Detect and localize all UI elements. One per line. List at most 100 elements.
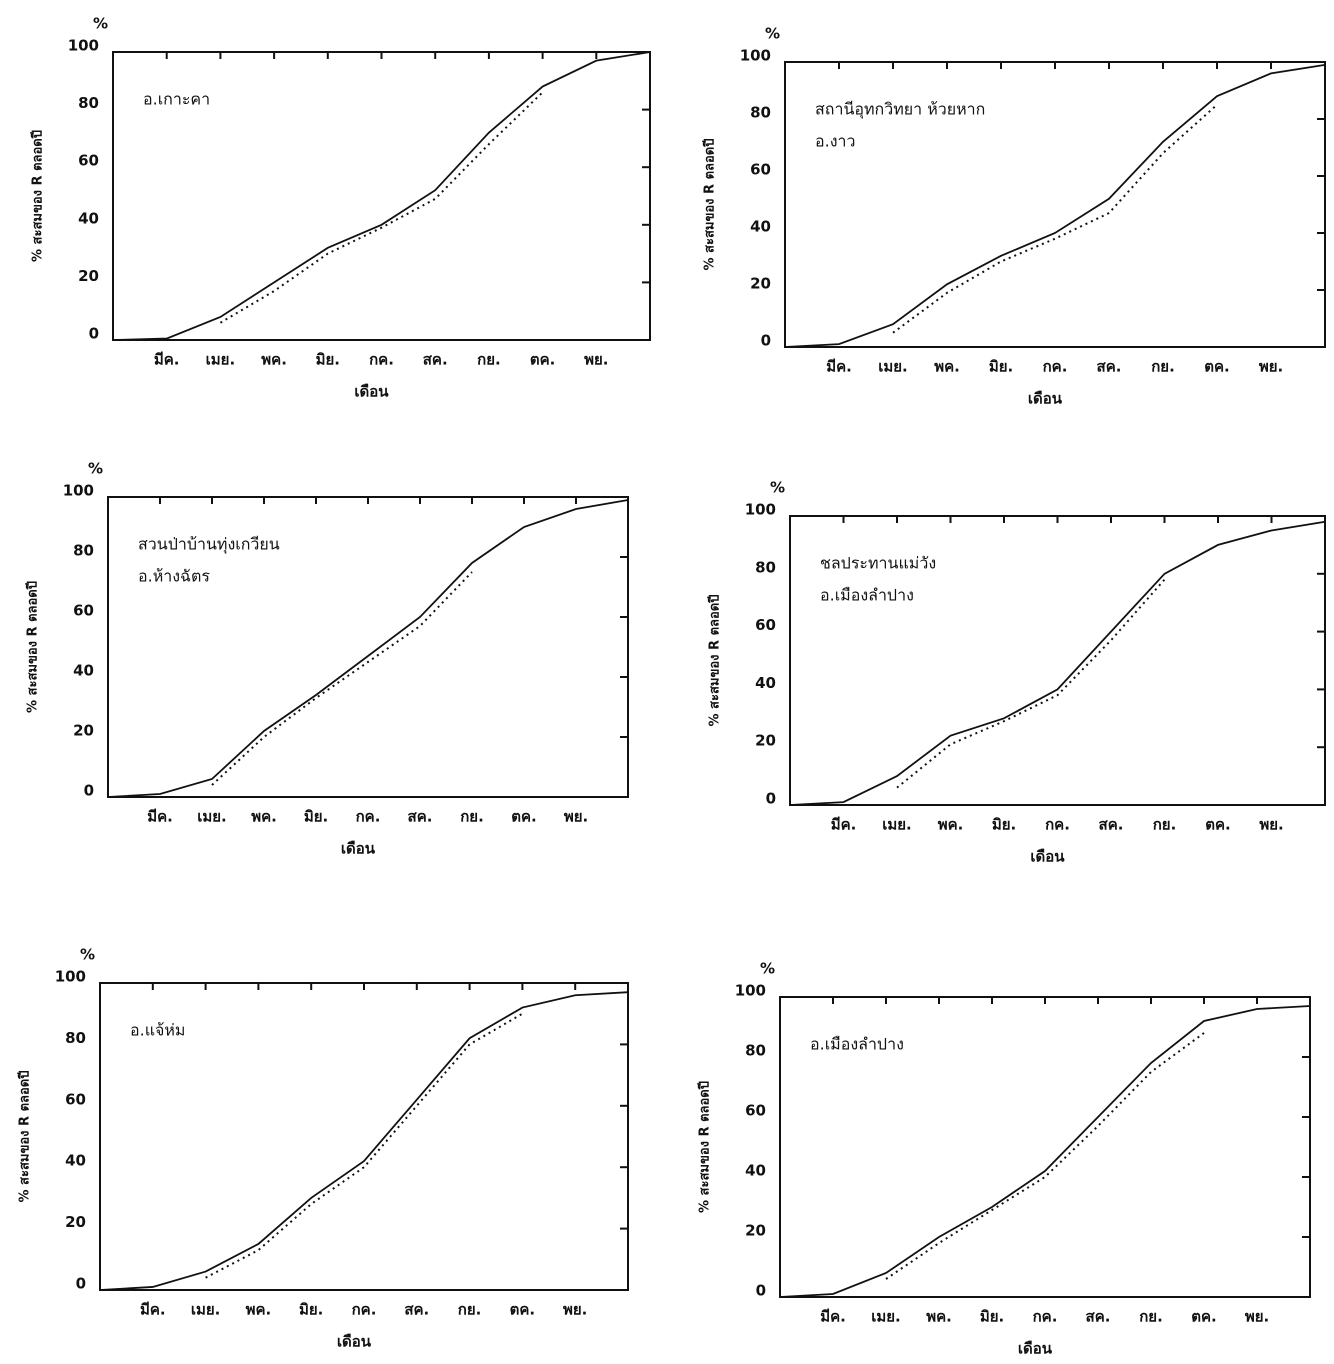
- x-tick-label: กค.: [1045, 816, 1070, 834]
- y-tick-label: 80: [750, 104, 771, 122]
- y-tick-label: 40: [73, 662, 94, 680]
- unit-label: %: [93, 15, 108, 33]
- y-tick-label: 60: [65, 1090, 86, 1108]
- y-tick-label: 0: [756, 1282, 766, 1300]
- annotation: สถานีอุทกวิทยา ห้วยหาก: [815, 100, 985, 120]
- x-tick-label: กค.: [352, 1301, 377, 1319]
- y-tick-label: 0: [89, 325, 99, 343]
- y-tick-label: 40: [65, 1152, 86, 1170]
- data-line: [107, 499, 629, 798]
- x-tick-label: สค.: [423, 351, 448, 369]
- x-tick-label: เมย.: [206, 351, 236, 369]
- x-tick-label: ตค.: [530, 351, 555, 369]
- x-tick-label: เมย.: [191, 1301, 221, 1319]
- x-tick-label: เมย.: [882, 816, 912, 834]
- y-tick-label: 100: [745, 501, 776, 519]
- data-line: [885, 1032, 1205, 1280]
- data-line: [219, 91, 544, 324]
- x-tick-label: เมย.: [878, 358, 908, 376]
- y-tick-label: 20: [73, 722, 94, 740]
- data-line: [892, 104, 1218, 334]
- y-tick-label: 80: [755, 558, 776, 576]
- data-line: [99, 991, 629, 1291]
- data-line: [789, 520, 1326, 806]
- annotation: อ.งาว: [815, 132, 855, 151]
- y-tick-label: 60: [750, 161, 771, 179]
- y-tick-label: 100: [68, 37, 99, 55]
- y-axis-label: % สะสมของ R ตลอดปี: [707, 595, 723, 727]
- y-axis-label: % สะสมของ R ตลอดปี: [697, 1081, 713, 1213]
- y-axis-label: % สะสมของ R ตลอดปี: [702, 139, 718, 271]
- unit-label: %: [80, 946, 95, 964]
- y-tick-label: 60: [73, 602, 94, 620]
- data-line: [784, 63, 1326, 348]
- y-tick-label: 0: [76, 1275, 86, 1293]
- y-tick-label: 20: [750, 275, 771, 293]
- x-tick-label: มีค.: [154, 351, 180, 369]
- x-tick-label: ตค.: [1204, 358, 1229, 376]
- x-tick-label: มีค.: [820, 1308, 846, 1326]
- x-tick-label: มิย.: [980, 1308, 1004, 1326]
- data-line: [779, 1005, 1311, 1298]
- x-tick-label: เมย.: [197, 808, 227, 826]
- x-tick-label: พค.: [926, 1308, 952, 1326]
- x-tick-label: พค.: [934, 358, 960, 376]
- x-tick-label: สค.: [404, 1301, 429, 1319]
- x-axis-label: เดือน: [354, 383, 389, 401]
- x-axis-label: เดือน: [341, 840, 376, 858]
- x-tick-label: กย.: [1139, 1308, 1163, 1326]
- annotation: สวนป่าบ้านทุ่งเกวียน: [138, 535, 280, 555]
- x-tick-label: มิย.: [304, 808, 328, 826]
- unit-label: %: [760, 960, 775, 978]
- x-tick-label: กค.: [1033, 1308, 1058, 1326]
- x-tick-label: กย.: [1153, 816, 1177, 834]
- x-axis-label: เดือน: [1030, 848, 1065, 866]
- y-tick-label: 0: [766, 790, 776, 808]
- x-tick-label: ตค.: [511, 808, 536, 826]
- x-tick-label: มีค.: [831, 816, 857, 834]
- x-tick-label: พค.: [251, 808, 277, 826]
- x-tick-label: ตค.: [510, 1301, 535, 1319]
- annotation: อ.ห้างฉัตร: [138, 567, 210, 586]
- y-axis-label: % สะสมของ R ตลอดปี: [30, 130, 46, 262]
- x-tick-label: มีค.: [140, 1301, 166, 1319]
- x-tick-label: กค.: [356, 808, 381, 826]
- x-tick-label: พย.: [1245, 1308, 1269, 1326]
- x-tick-label: มิย.: [299, 1301, 323, 1319]
- x-tick-label: พย.: [1259, 816, 1283, 834]
- x-tick-label: กค.: [369, 351, 394, 369]
- x-tick-label: มิย.: [992, 816, 1016, 834]
- x-tick-label: กย.: [1151, 358, 1175, 376]
- x-tick-label: สค.: [408, 808, 433, 826]
- x-tick-label: กย.: [477, 351, 501, 369]
- x-tick-label: เมย.: [871, 1308, 901, 1326]
- annotation: อ.เมืองลำปาง: [810, 1035, 904, 1054]
- x-tick-label: มิย.: [989, 358, 1013, 376]
- y-tick-label: 40: [755, 674, 776, 692]
- x-tick-label: ตค.: [1205, 816, 1230, 834]
- annotation: อ.เมืองลำปาง: [820, 586, 914, 605]
- y-tick-label: 60: [745, 1102, 766, 1120]
- x-tick-label: พค.: [261, 351, 287, 369]
- x-tick-label: พค.: [938, 816, 964, 834]
- data-line: [896, 578, 1166, 789]
- y-tick-label: 0: [761, 332, 771, 350]
- y-tick-label: 20: [65, 1213, 86, 1231]
- y-tick-label: 20: [755, 732, 776, 750]
- y-tick-label: 40: [745, 1162, 766, 1180]
- y-tick-label: 100: [735, 982, 766, 1000]
- x-axis-label: เดือน: [1018, 1340, 1053, 1358]
- x-tick-label: พย.: [584, 351, 608, 369]
- y-tick-label: 80: [78, 94, 99, 112]
- x-tick-label: สค.: [1097, 358, 1122, 376]
- y-tick-label: 100: [63, 482, 94, 500]
- annotation: ชลประทานแม่วัง: [820, 554, 936, 573]
- x-tick-label: กย.: [458, 1301, 482, 1319]
- x-axis-label: เดือน: [1028, 390, 1063, 408]
- x-axis-label: เดือน: [337, 1333, 372, 1351]
- y-tick-label: 60: [755, 616, 776, 634]
- x-tick-label: กค.: [1043, 358, 1068, 376]
- annotation: อ.แจ้ห่ม: [130, 1021, 185, 1040]
- y-tick-label: 40: [78, 209, 99, 227]
